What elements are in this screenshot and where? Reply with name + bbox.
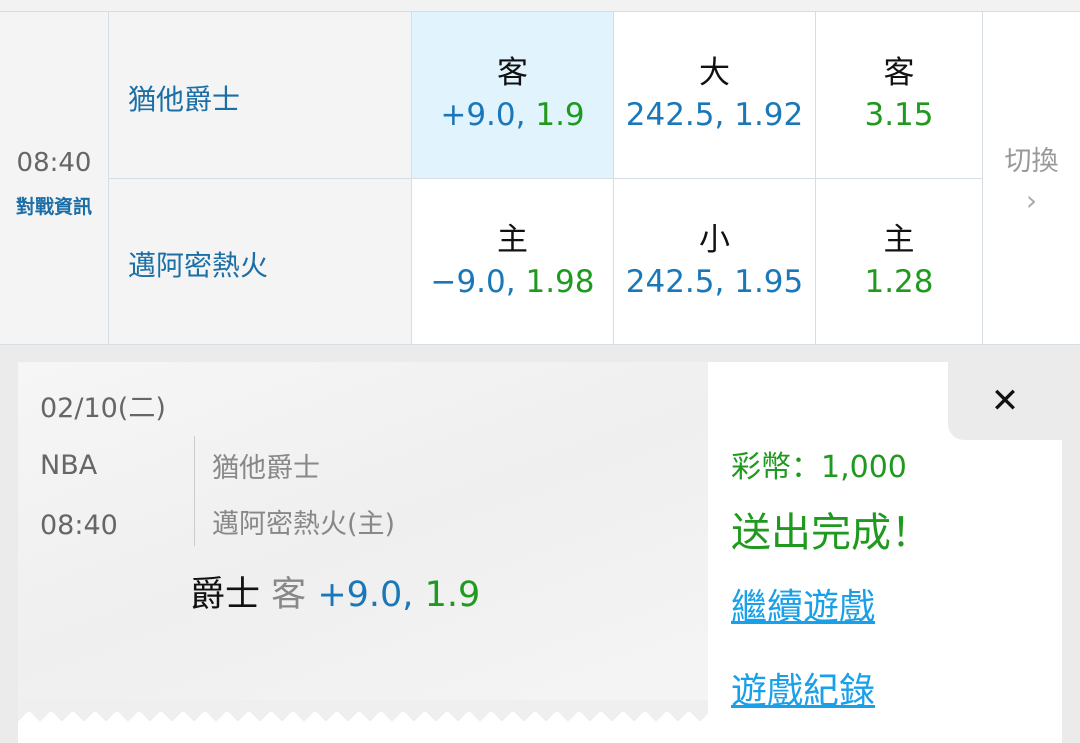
odds-line: −9.0, [430,263,516,300]
odds-price: 1.9 [535,97,585,133]
odds-price: 1.92 [734,97,804,133]
odds-label: 客 [497,55,528,91]
odds-price: 1.95 [734,263,804,300]
switch-button[interactable]: 切換 › [983,12,1080,345]
odds-price: 1.28 [864,263,934,300]
ticket-zigzag-edge [18,700,708,722]
match-info-link[interactable]: 對戰資訊 [15,195,92,218]
home-moneyline-odds[interactable]: 主 1.28 [816,179,983,345]
away-moneyline-odds[interactable]: 客 3.15 [816,12,983,179]
odds-price: 1.98 [525,263,595,300]
odds-label: 小 [699,221,730,258]
switch-label: 切換 [1004,146,1059,177]
close-icon[interactable]: ✕ [948,362,1062,440]
game-history-link[interactable]: 遊戲紀錄 [731,671,876,712]
away-team-name: 猶他爵士 [128,83,241,116]
odds-line: 242.5, [625,97,725,133]
odds-line: 242.5, [625,263,725,300]
odds-label: 主 [883,221,915,258]
home-spread-odds[interactable]: 主 −9.0, 1.98 [412,179,614,345]
ticket-league: NBA [40,450,98,481]
ticket-details [18,362,708,712]
pick-price: 1.9 [424,575,481,615]
divider [194,436,195,546]
under-odds[interactable]: 小 242.5, 1.95 [614,179,816,345]
ticket-time: 08:40 [40,510,118,541]
home-team-cell [109,179,412,345]
ticket-date: 02/10(二) [40,393,166,424]
match-time: 08:40 [16,147,92,178]
ticket-pick: 爵士 客 +9.0, 1.9 [190,566,480,617]
ticket-away-team: 猶他爵士 [212,453,320,484]
match-time-cell: 08:40 對戰資訊 [0,12,109,345]
ticket-home-team: 邁阿密熱火(主) [212,509,396,540]
continue-game-link[interactable]: 繼續遊戲 [731,587,876,628]
odds-price: 3.15 [864,97,934,133]
over-odds[interactable]: 大 242.5, 1.92 [614,12,816,179]
chevron-right-icon: › [1025,184,1038,217]
odds-label: 大 [699,55,730,91]
previous-row-edge [0,0,1080,12]
submit-status: 送出完成！ [731,510,931,556]
pick-side: 客 [271,575,307,615]
pick-line: +9.0, [317,575,414,615]
pick-team: 爵士 [190,575,261,615]
home-team-name: 邁阿密熱火 [128,249,269,282]
odds-label: 客 [883,55,915,91]
odds-line: +9.0, [440,97,526,133]
away-team-cell [109,12,412,179]
coin-balance: 彩幣：1,000 [731,450,907,485]
away-spread-odds[interactable]: 客 +9.0, 1.9 [412,12,614,179]
odds-label: 主 [497,221,528,258]
